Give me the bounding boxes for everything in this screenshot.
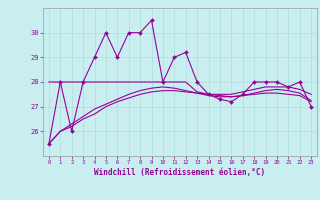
X-axis label: Windchill (Refroidissement éolien,°C): Windchill (Refroidissement éolien,°C) — [94, 168, 266, 177]
